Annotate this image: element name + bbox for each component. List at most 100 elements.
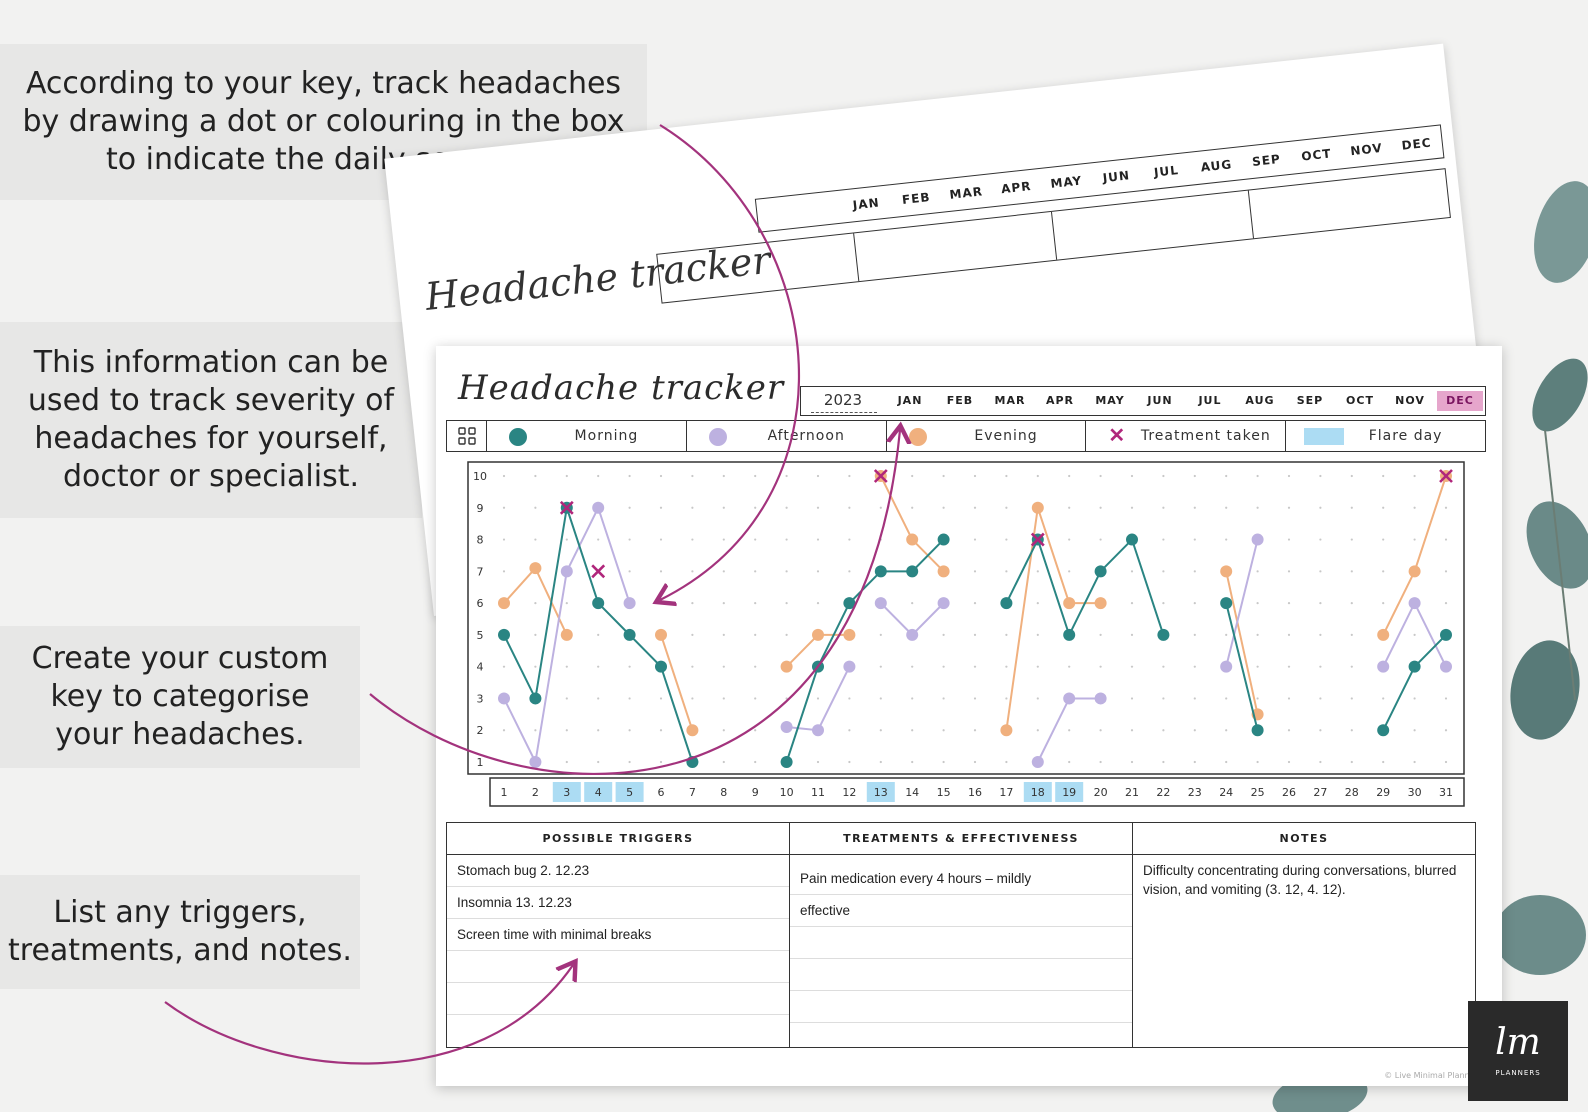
grid-dot xyxy=(691,665,694,668)
legend-treatment: ✕ Treatment taken xyxy=(1086,421,1287,451)
grid-dot xyxy=(754,760,757,764)
month-aug[interactable]: AUG xyxy=(1245,394,1275,407)
grid-dot xyxy=(1005,665,1008,668)
grid-dot xyxy=(1225,697,1228,700)
morning-point xyxy=(529,692,542,705)
grid-dot xyxy=(1225,474,1228,478)
grid-dot xyxy=(973,760,977,764)
afternoon-point xyxy=(843,660,856,673)
grid-dot xyxy=(628,506,631,509)
treatments-line[interactable] xyxy=(790,991,1132,1023)
grid-dot xyxy=(1099,760,1102,764)
month-jan[interactable]: JAN xyxy=(897,394,923,407)
grid-dot xyxy=(1005,697,1008,700)
legend-label: Flare day xyxy=(1368,428,1443,444)
evening-point xyxy=(686,724,699,737)
triggers-line[interactable] xyxy=(447,951,789,983)
callout-text: List any triggers, treatments, and notes… xyxy=(8,895,352,968)
x-tick-label: 20 xyxy=(1094,786,1108,799)
grid-dot xyxy=(722,538,725,541)
grid-dot xyxy=(1162,760,1165,764)
triggers-line[interactable]: Stomach bug 2. 12.23 xyxy=(447,855,789,887)
month-dec[interactable]: DEC xyxy=(1437,391,1483,411)
grid-dot xyxy=(659,538,663,541)
grid-dot xyxy=(1036,665,1039,668)
grid-dot xyxy=(691,602,694,605)
grid-dot xyxy=(1162,665,1165,668)
legend-afternoon: Afternoon xyxy=(687,421,887,451)
y-tick-label: 3 xyxy=(477,692,484,705)
month-jun[interactable]: JUN xyxy=(1147,394,1173,407)
grid-dot xyxy=(848,760,851,764)
grid-dot xyxy=(502,665,506,668)
grid-dot xyxy=(816,570,820,573)
treatments-line[interactable] xyxy=(790,1023,1132,1055)
grid-dot xyxy=(502,729,506,732)
grid-dot xyxy=(879,665,882,668)
triggers-column: POSSIBLE TRIGGERS Stomach bug 2. 12.23 In… xyxy=(447,823,790,1047)
afternoon-point xyxy=(498,692,510,705)
y-tick-label: 9 xyxy=(477,502,484,515)
triggers-line[interactable] xyxy=(447,983,789,1015)
grid-dot xyxy=(597,729,600,732)
triggers-line[interactable]: Insomnia 13. 12.23 xyxy=(447,887,789,919)
grid-dot xyxy=(785,506,788,509)
grid-dot xyxy=(1444,570,1448,573)
afternoon-point xyxy=(906,628,919,641)
grid-dot xyxy=(1350,602,1353,605)
month-may[interactable]: MAY xyxy=(1095,394,1125,407)
grid-dot xyxy=(785,697,788,700)
grid-dot xyxy=(1130,570,1134,573)
month-nov[interactable]: NOV xyxy=(1395,394,1425,407)
legend-key: Morning Afternoon Evening ✕ Treatment ta… xyxy=(446,420,1486,452)
month-apr[interactable]: APR xyxy=(1045,394,1075,407)
triggers-line[interactable] xyxy=(447,1015,789,1047)
morning-point xyxy=(780,756,793,768)
grid-dot xyxy=(565,474,568,478)
grid-dot xyxy=(1162,538,1165,541)
morning-point xyxy=(1063,628,1076,641)
day-axis-frame xyxy=(489,777,1465,807)
grid-dot xyxy=(848,474,851,478)
month-jul[interactable]: JUL xyxy=(1198,394,1222,407)
treatments-line[interactable] xyxy=(790,927,1132,959)
logo-word: PLANNERS xyxy=(1495,1069,1541,1077)
year-field[interactable]: 2023 xyxy=(801,391,885,413)
grid-dot xyxy=(502,474,506,478)
grid-dot xyxy=(1099,665,1102,668)
treatments-line[interactable]: effective xyxy=(790,895,1132,927)
grid-dot xyxy=(816,474,820,478)
grid-dot xyxy=(691,633,694,636)
triggers-line[interactable]: Screen time with minimal breaks xyxy=(447,919,789,951)
morning-point xyxy=(498,628,510,641)
treatments-line[interactable] xyxy=(790,959,1132,991)
month-mar[interactable]: MAR xyxy=(994,394,1026,407)
grid-dot xyxy=(628,474,631,478)
grid-dot xyxy=(534,729,537,732)
grid-dot xyxy=(1099,729,1102,732)
grid-dot xyxy=(1162,602,1165,605)
afternoon-point xyxy=(874,597,887,610)
x-tick-label: 19 xyxy=(1062,786,1076,799)
grid-dot xyxy=(1350,474,1353,478)
grid-dot xyxy=(973,506,977,509)
grid-dot xyxy=(722,697,725,700)
back-month-feb: FEB xyxy=(901,189,932,207)
grid-dot xyxy=(973,697,977,700)
grid-dot xyxy=(691,538,694,541)
grid-dot xyxy=(1382,538,1385,541)
grid-dot xyxy=(565,760,568,764)
flare-day-highlight xyxy=(1055,782,1084,802)
notes-text[interactable]: Difficulty concentrating during conversa… xyxy=(1143,863,1457,897)
grid-dot xyxy=(1413,760,1416,764)
month-oct[interactable]: OCT xyxy=(1346,394,1374,407)
grid-dot xyxy=(1193,538,1196,541)
grid-dot xyxy=(722,506,725,509)
month-sep[interactable]: SEP xyxy=(1296,394,1324,407)
x-tick-label: 27 xyxy=(1313,786,1327,799)
grid-dot xyxy=(1130,697,1134,700)
x-tick-label: 5 xyxy=(626,786,633,799)
treatments-line[interactable]: Pain medication every 4 hours – mildly xyxy=(790,863,1132,895)
month-feb[interactable]: FEB xyxy=(946,394,974,407)
callout-text: Create your custom key to categorise you… xyxy=(31,641,329,752)
